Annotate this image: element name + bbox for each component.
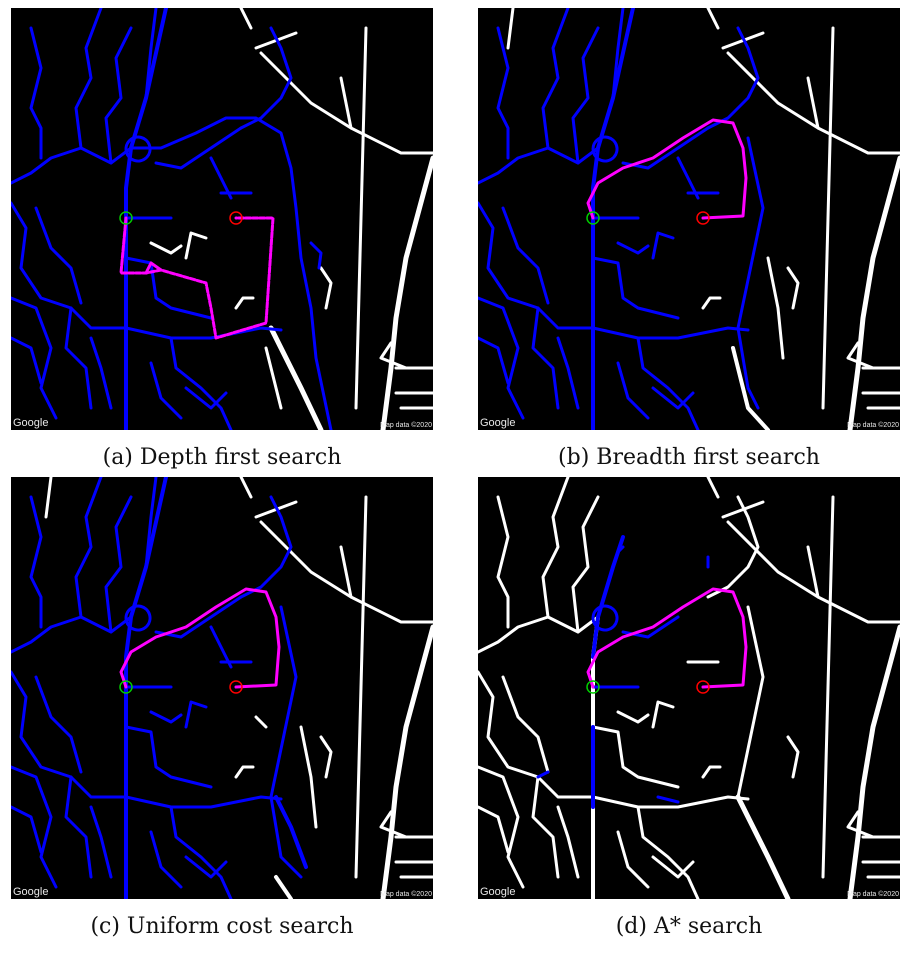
explored-roads xyxy=(11,477,308,899)
start-marker xyxy=(119,211,133,225)
map-data-attribution: Map data ©2020 xyxy=(847,891,899,898)
map-depth-first-search: Google Map data ©2020 xyxy=(11,8,433,430)
road-network-bfs xyxy=(478,8,900,430)
panel-a-star-search: Google Map data ©2020 (d) A* search xyxy=(478,477,900,939)
found-path xyxy=(119,216,275,340)
found-path xyxy=(586,587,748,689)
road-network-ucs xyxy=(11,477,433,899)
unexplored-roads xyxy=(149,8,433,430)
start-marker xyxy=(586,211,600,225)
map-data-attribution: Map data ©2020 xyxy=(847,422,899,429)
google-logo: Google xyxy=(480,417,516,429)
google-logo: Google xyxy=(13,417,49,429)
explored-roads xyxy=(11,8,333,430)
start-marker xyxy=(586,680,600,694)
road-network-astar xyxy=(478,477,900,899)
unexplored-roads xyxy=(44,477,433,899)
start-marker xyxy=(119,680,133,694)
map-data-attribution: Map data ©2020 xyxy=(380,891,432,898)
panel-depth-first-search: Google Map data ©2020 (a) Depth first se… xyxy=(11,8,433,470)
caption-d: (d) A* search xyxy=(615,914,763,939)
map-a-star-search: Google Map data ©2020 xyxy=(478,477,900,899)
google-logo: Google xyxy=(13,886,49,898)
caption-b: (b) Breadth first search xyxy=(558,445,820,470)
goal-marker xyxy=(696,211,710,225)
explored-roads xyxy=(478,8,765,430)
found-path xyxy=(119,587,281,689)
panel-breadth-first-search: Google Map data ©2020 (b) Breadth first … xyxy=(478,8,900,470)
panel-uniform-cost-search: Google Map data ©2020 (c) Uniform cost s… xyxy=(11,477,433,939)
road-network-dfs xyxy=(11,8,433,430)
found-path xyxy=(586,118,748,220)
goal-marker xyxy=(229,680,243,694)
caption-a: (a) Depth first search xyxy=(102,445,342,470)
google-logo: Google xyxy=(480,886,516,898)
goal-marker xyxy=(229,211,243,225)
map-data-attribution: Map data ©2020 xyxy=(380,422,432,429)
goal-marker xyxy=(696,680,710,694)
unexplored-roads xyxy=(478,477,900,899)
map-breadth-first-search: Google Map data ©2020 xyxy=(478,8,900,430)
caption-c: (c) Uniform cost search xyxy=(90,914,354,939)
unexplored-roads xyxy=(506,8,900,430)
map-uniform-cost-search: Google Map data ©2020 xyxy=(11,477,433,899)
